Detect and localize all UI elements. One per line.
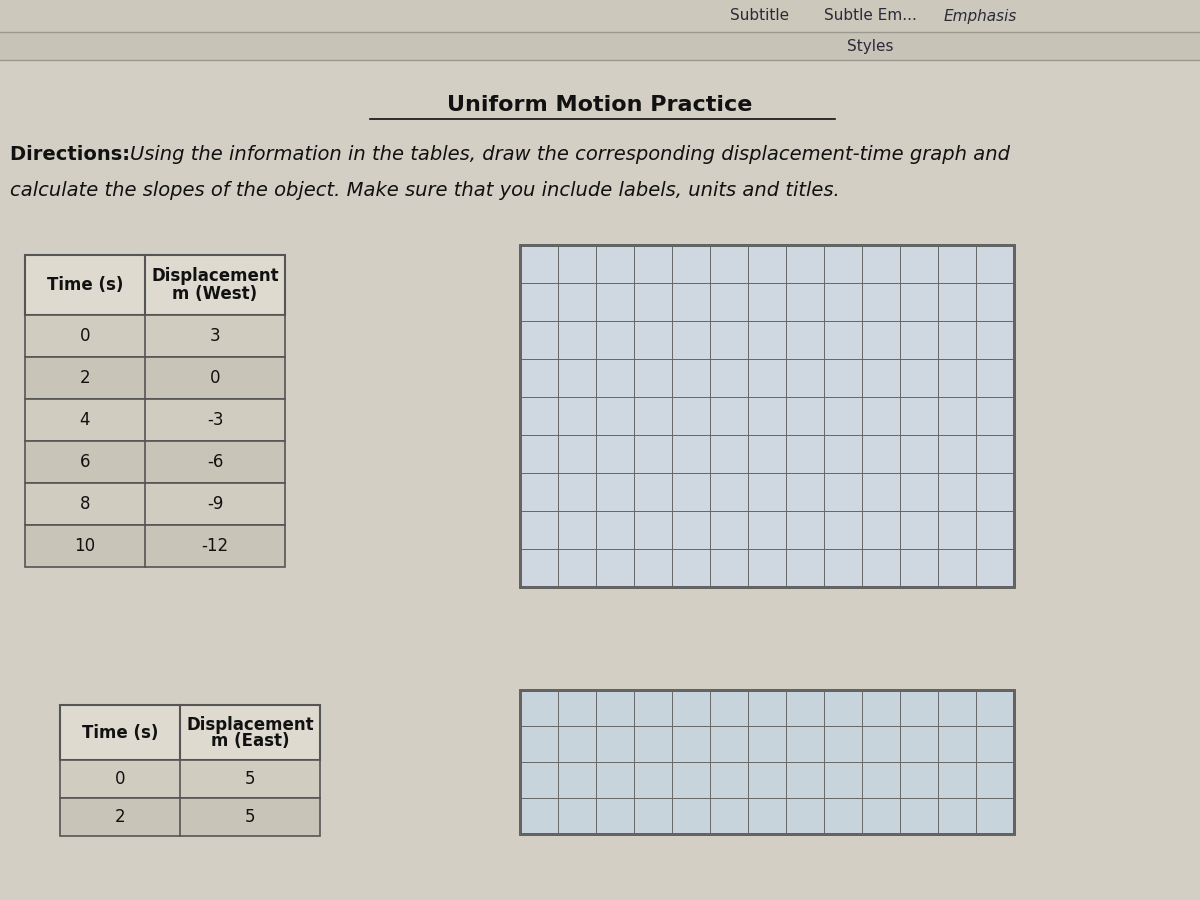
Bar [0, 0, 1200, 32]
Text: calculate the slopes of the object. Make sure that you include labels, units and: calculate the slopes of the object. Make… [10, 181, 840, 200]
Text: 8: 8 [79, 495, 90, 513]
Text: m (West): m (West) [173, 285, 258, 303]
Text: 5: 5 [245, 770, 256, 788]
Text: Time (s): Time (s) [47, 276, 124, 294]
Text: -6: -6 [206, 453, 223, 471]
Bar [520, 690, 1014, 834]
Bar [0, 32, 1200, 60]
Bar [25, 255, 286, 315]
Text: -3: -3 [206, 411, 223, 429]
Text: 0: 0 [115, 770, 125, 788]
Text: Subtitle: Subtitle [731, 8, 790, 23]
Text: Subtle Em...: Subtle Em... [823, 8, 917, 23]
Bar [60, 760, 320, 798]
Text: Displacement: Displacement [186, 716, 314, 733]
Text: 2: 2 [115, 808, 125, 826]
Text: -9: -9 [206, 495, 223, 513]
Text: Directions:: Directions: [10, 146, 137, 165]
Text: 0: 0 [79, 327, 90, 345]
Bar [520, 245, 1014, 587]
Text: m (East): m (East) [211, 732, 289, 750]
Text: Time (s): Time (s) [82, 724, 158, 742]
Text: Emphasis: Emphasis [943, 8, 1016, 23]
Bar [25, 399, 286, 441]
Bar [25, 357, 286, 399]
Bar [25, 315, 286, 357]
Text: 5: 5 [245, 808, 256, 826]
Bar [25, 525, 286, 567]
Text: 4: 4 [79, 411, 90, 429]
Text: Displacement: Displacement [151, 267, 278, 285]
Text: 3: 3 [210, 327, 221, 345]
Text: Uniform Motion Practice: Uniform Motion Practice [448, 95, 752, 115]
Text: -12: -12 [202, 537, 228, 555]
Text: 10: 10 [74, 537, 96, 555]
Bar [60, 705, 320, 760]
Bar [60, 798, 320, 836]
Text: 2: 2 [79, 369, 90, 387]
Bar [25, 483, 286, 525]
Text: Using the information in the tables, draw the corresponding displacement-time gr: Using the information in the tables, dra… [130, 146, 1010, 165]
Text: 6: 6 [79, 453, 90, 471]
Bar [25, 441, 286, 483]
Text: 0: 0 [210, 369, 221, 387]
Text: Styles: Styles [847, 39, 893, 53]
